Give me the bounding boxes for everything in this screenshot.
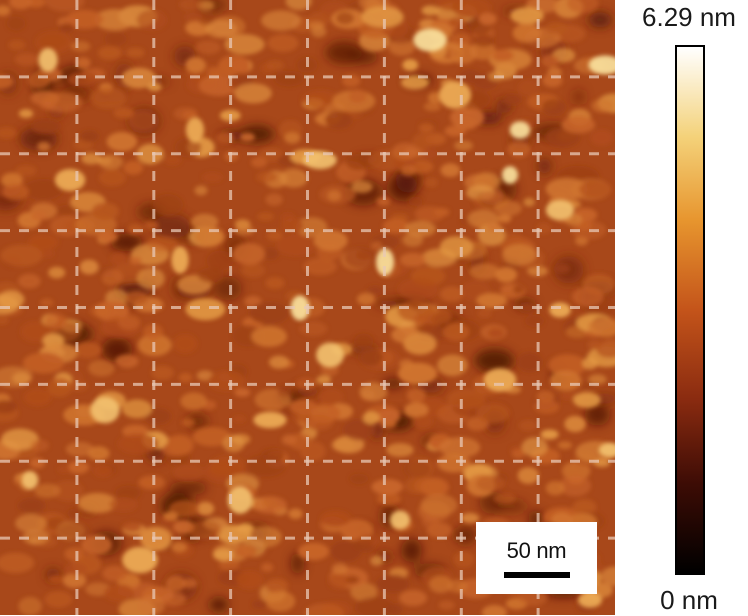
- afm-height-map: 50 nm: [0, 0, 615, 615]
- colorbar-min-label: 0 nm: [660, 585, 718, 615]
- scale-bar: [504, 572, 570, 578]
- height-colorbar: [675, 45, 705, 575]
- colorbar-max-label: 6.29 nm: [642, 2, 736, 32]
- scale-bar-box: 50 nm: [476, 522, 597, 594]
- scale-bar-label: 50 nm: [506, 538, 567, 563]
